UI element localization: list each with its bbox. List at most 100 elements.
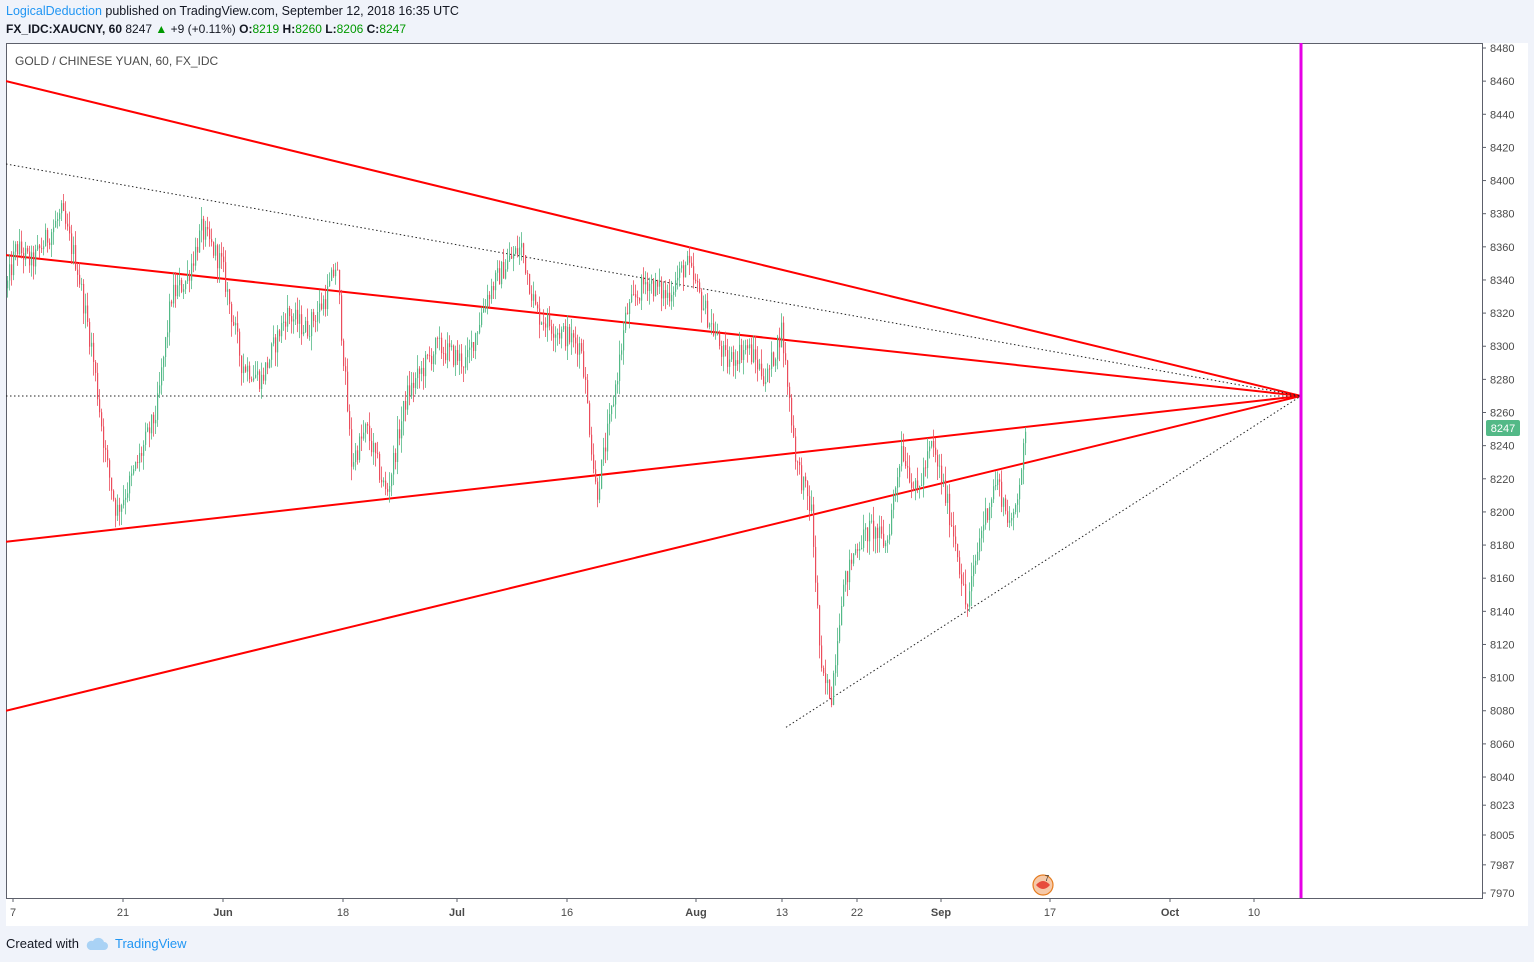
candle-body bbox=[909, 467, 911, 483]
candle-body bbox=[969, 591, 971, 607]
candle-body bbox=[243, 366, 245, 374]
chart-panel[interactable]: 8480 8460 8440 8420 8400 8380 8360 8340 8320 8300… bbox=[5, 43, 1528, 926]
candle-body bbox=[773, 352, 775, 366]
red-trendline[interactable] bbox=[5, 394, 1302, 543]
candle-body bbox=[313, 312, 315, 321]
candle-body bbox=[185, 281, 187, 290]
candle-body bbox=[929, 446, 931, 452]
candle-body bbox=[869, 520, 871, 542]
candle-body bbox=[181, 280, 183, 292]
candle-body bbox=[31, 252, 33, 266]
red-trendline[interactable] bbox=[5, 254, 1302, 397]
candle-body bbox=[39, 245, 41, 249]
candle-body bbox=[917, 480, 919, 488]
price-chart[interactable]: 8480 8460 8440 8420 8400 8380 8360 8340 8320 8300… bbox=[5, 43, 1528, 926]
candle-body bbox=[721, 345, 723, 357]
candle-body bbox=[461, 353, 463, 367]
candle-body bbox=[979, 538, 981, 552]
candle-body bbox=[549, 314, 551, 327]
candle-body bbox=[297, 309, 299, 324]
candle-body bbox=[409, 385, 411, 396]
candle-body bbox=[353, 462, 355, 467]
candle-body bbox=[959, 557, 961, 575]
candle-body bbox=[587, 380, 589, 404]
candle-body bbox=[55, 220, 57, 228]
candle-body bbox=[903, 446, 905, 462]
candle-body bbox=[23, 253, 25, 260]
red-trendline[interactable] bbox=[5, 80, 1302, 397]
candle-body bbox=[999, 479, 1001, 482]
candle-body bbox=[897, 477, 899, 488]
candle-body bbox=[835, 665, 837, 674]
candle-body bbox=[801, 465, 803, 491]
candle-body bbox=[501, 262, 503, 285]
candle-body bbox=[499, 268, 501, 285]
candle-body bbox=[795, 436, 797, 462]
candle-body bbox=[481, 312, 483, 325]
candle-body bbox=[1009, 520, 1011, 523]
candle-body bbox=[69, 226, 71, 234]
candle-body bbox=[413, 382, 415, 388]
candle-body bbox=[699, 282, 701, 292]
candle-body bbox=[811, 504, 813, 512]
candle-body bbox=[491, 286, 493, 300]
y-tick-label: 8360 bbox=[1490, 242, 1514, 254]
candle-body bbox=[567, 326, 569, 347]
candle-body bbox=[487, 294, 489, 307]
candle-body bbox=[319, 303, 321, 312]
candle-body bbox=[341, 295, 343, 341]
candle-body bbox=[177, 285, 179, 297]
author-link[interactable]: LogicalDeduction bbox=[6, 4, 102, 18]
candle-body bbox=[11, 264, 13, 276]
candle-body bbox=[99, 399, 101, 413]
candle-body bbox=[325, 299, 327, 310]
candle-body bbox=[221, 253, 223, 257]
candle-body bbox=[61, 203, 63, 214]
candle-body bbox=[635, 294, 637, 298]
candle-body bbox=[605, 447, 607, 452]
last-price: 8247 bbox=[125, 22, 153, 36]
candle-body bbox=[37, 245, 39, 250]
tradingview-link[interactable]: TradingView bbox=[114, 936, 187, 951]
candle-body bbox=[97, 372, 99, 400]
candle-body bbox=[573, 333, 575, 338]
candle-body bbox=[391, 474, 393, 487]
candle-body bbox=[705, 300, 707, 309]
candle-body bbox=[393, 452, 395, 475]
red-trendline[interactable] bbox=[5, 394, 1302, 712]
candle-body bbox=[123, 499, 125, 506]
candle-body bbox=[531, 293, 533, 301]
candle-body bbox=[199, 230, 201, 253]
candle-body bbox=[25, 248, 27, 260]
candle-body bbox=[651, 281, 653, 284]
candle-body bbox=[791, 398, 793, 426]
candle-body bbox=[309, 336, 311, 337]
candle-body bbox=[529, 273, 531, 294]
candle-body bbox=[793, 425, 795, 437]
candle-body bbox=[443, 353, 445, 354]
candle-body bbox=[859, 548, 861, 551]
candle-body bbox=[127, 493, 129, 498]
candle-body bbox=[147, 427, 149, 432]
price-change: +9 (+0.11%) bbox=[170, 22, 236, 36]
candle-body bbox=[163, 356, 165, 368]
candle-body bbox=[539, 308, 541, 325]
candle-body bbox=[435, 338, 437, 355]
candle-body bbox=[633, 294, 635, 296]
candle-body bbox=[35, 249, 37, 267]
y-tick-label: 8180 bbox=[1490, 540, 1514, 552]
candle-body bbox=[935, 447, 937, 455]
candle-body bbox=[593, 454, 595, 470]
candle-body bbox=[281, 322, 283, 337]
candle-body bbox=[369, 425, 371, 441]
dotted-trendline[interactable] bbox=[5, 163, 1302, 397]
candle-body bbox=[963, 583, 965, 585]
candle-body bbox=[423, 367, 425, 377]
candle-body bbox=[287, 307, 289, 327]
candle-body bbox=[411, 382, 413, 396]
candle-body bbox=[239, 331, 241, 356]
candle-body bbox=[453, 345, 455, 366]
candle-body bbox=[709, 323, 711, 328]
events-badge[interactable]: 7 bbox=[1032, 874, 1054, 896]
candle-body bbox=[355, 450, 357, 463]
